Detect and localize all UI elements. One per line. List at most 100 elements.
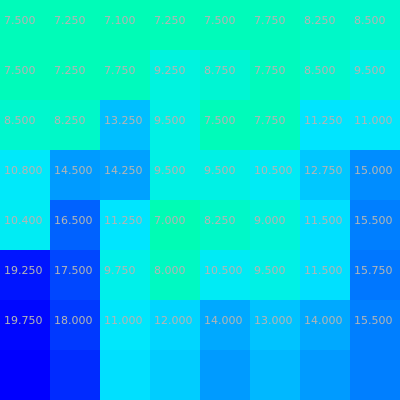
heatmap-cell — [150, 200, 201, 251]
cell-value-label: 14.250 — [104, 164, 143, 177]
heatmap-cell — [100, 250, 151, 301]
cell-value-label: 8.500 — [304, 64, 336, 77]
heatmap-cell — [100, 150, 151, 201]
cell-value-label: 12.750 — [304, 164, 343, 177]
cell-value-label: 9.500 — [254, 264, 286, 277]
heatmap-cell — [200, 150, 251, 201]
heatmap-cell — [250, 300, 301, 351]
cell-value-label: 8.250 — [204, 214, 236, 227]
heatmap-cell — [200, 100, 251, 151]
cell-value-label: 7.000 — [154, 214, 186, 227]
heatmap-cell — [300, 150, 351, 201]
heatmap-cell — [100, 350, 151, 400]
cell-value-label: 15.500 — [354, 314, 393, 327]
heatmap-cell — [100, 0, 151, 51]
cell-value-label: 11.000 — [104, 314, 143, 327]
cell-value-label: 15.000 — [354, 164, 393, 177]
heatmap-cell — [0, 100, 51, 151]
cell-value-label: 19.250 — [4, 264, 43, 277]
heatmap-cell — [200, 0, 251, 51]
heatmap-cell — [0, 0, 51, 51]
cell-value-label: 13.000 — [254, 314, 293, 327]
cell-value-label: 19.750 — [4, 314, 43, 327]
heatmap-cell — [150, 150, 201, 201]
cell-value-label: 7.500 — [4, 14, 36, 27]
heatmap-cell — [350, 200, 400, 251]
cell-value-label: 8.500 — [354, 14, 386, 27]
heatmap-cell — [150, 300, 201, 351]
cell-value-label: 8.250 — [304, 14, 336, 27]
heatmap-cell — [0, 350, 51, 400]
heatmap-cell — [50, 300, 101, 351]
heatmap-cell — [300, 0, 351, 51]
cell-value-label: 10.500 — [204, 264, 243, 277]
heatmap-cell — [300, 250, 351, 301]
heatmap-cell — [300, 100, 351, 151]
heatmap-cell — [350, 100, 400, 151]
heatmap-cell — [250, 150, 301, 201]
cell-value-label: 9.500 — [354, 64, 386, 77]
cell-value-label: 7.500 — [204, 114, 236, 127]
cell-value-label: 18.000 — [54, 314, 93, 327]
heatmap-cell — [100, 300, 151, 351]
heatmap-cell — [0, 200, 51, 251]
heatmap-cell — [150, 50, 201, 101]
cell-value-label: 9.250 — [154, 64, 186, 77]
heatmap-cell — [100, 100, 151, 151]
heatmap-cell — [350, 0, 400, 51]
heatmap-cell — [0, 150, 51, 201]
cell-value-label: 9.500 — [154, 164, 186, 177]
cell-value-label: 11.250 — [304, 114, 343, 127]
heatmap-cell — [250, 350, 301, 400]
heatmap-cell — [300, 350, 351, 400]
heatmap-cell — [350, 350, 400, 400]
cell-value-label: 7.250 — [154, 14, 186, 27]
cell-value-label: 7.500 — [4, 64, 36, 77]
heatmap-cell — [50, 250, 101, 301]
cell-value-label: 9.750 — [104, 264, 136, 277]
cell-value-label: 15.750 — [354, 264, 393, 277]
heatmap-cell — [200, 350, 251, 400]
heatmap-cell — [200, 300, 251, 351]
heatmap-cell — [250, 0, 301, 51]
heatmap-cell — [150, 350, 201, 400]
cell-value-label: 11.500 — [304, 214, 343, 227]
heatmap-cell — [350, 50, 400, 101]
heatmap-cell — [250, 250, 301, 301]
heatmap-cell — [200, 50, 251, 101]
heatmap-cell — [150, 0, 201, 51]
cell-value-label: 7.100 — [104, 14, 136, 27]
cell-value-label: 8.000 — [154, 264, 186, 277]
heatmap-cell — [0, 50, 51, 101]
cell-value-label: 8.500 — [4, 114, 36, 127]
heatmap-cell — [300, 200, 351, 251]
heatmap-cell — [100, 200, 151, 251]
heatmap-cell — [0, 250, 51, 301]
heatmap-cell — [300, 50, 351, 101]
heatmap-cell — [100, 50, 151, 101]
heatmap-cell — [350, 250, 400, 301]
cell-value-label: 17.500 — [54, 264, 93, 277]
cell-value-label: 7.750 — [254, 14, 286, 27]
heatmap-cell — [200, 250, 251, 301]
heatmap-cell — [50, 0, 101, 51]
cell-value-label: 10.500 — [254, 164, 293, 177]
cell-value-label: 12.000 — [154, 314, 193, 327]
heatmap-cell — [200, 200, 251, 251]
cell-value-label: 14.000 — [204, 314, 243, 327]
cell-value-label: 11.000 — [354, 114, 393, 127]
heatmap-cell — [300, 300, 351, 351]
heatmap-cell — [250, 200, 301, 251]
cell-value-label: 9.000 — [254, 214, 286, 227]
cell-value-label: 8.250 — [54, 114, 86, 127]
cell-value-label: 7.750 — [254, 64, 286, 77]
cell-value-label: 11.500 — [304, 264, 343, 277]
cell-value-label: 7.250 — [54, 14, 86, 27]
cell-value-label: 14.000 — [304, 314, 343, 327]
cell-value-label: 9.500 — [154, 114, 186, 127]
heatmap-cell — [150, 250, 201, 301]
cell-value-label: 16.500 — [54, 214, 93, 227]
heatmap-cell — [50, 350, 101, 400]
cell-value-label: 13.250 — [104, 114, 143, 127]
